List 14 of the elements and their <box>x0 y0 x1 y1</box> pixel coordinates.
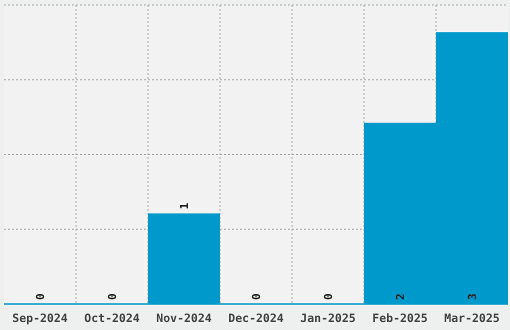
x-tick-label: Oct-2024 <box>84 311 140 325</box>
data-label: 0 <box>322 293 335 300</box>
x-tick-label: Jan-2025 <box>300 311 356 325</box>
data-label: 2 <box>394 293 407 300</box>
x-tick-label: Mar-2025 <box>444 311 500 325</box>
data-label: 0 <box>34 293 47 300</box>
data-label: 0 <box>250 293 263 300</box>
data-label: 0 <box>106 293 119 300</box>
x-tick-label: Sep-2024 <box>12 311 68 325</box>
data-label: 3 <box>466 293 479 300</box>
x-tick-label: Feb-2025 <box>372 311 428 325</box>
x-tick-label: Dec-2024 <box>228 311 284 325</box>
x-tick-label: Nov-2024 <box>156 311 212 325</box>
data-label: 1 <box>178 202 191 210</box>
